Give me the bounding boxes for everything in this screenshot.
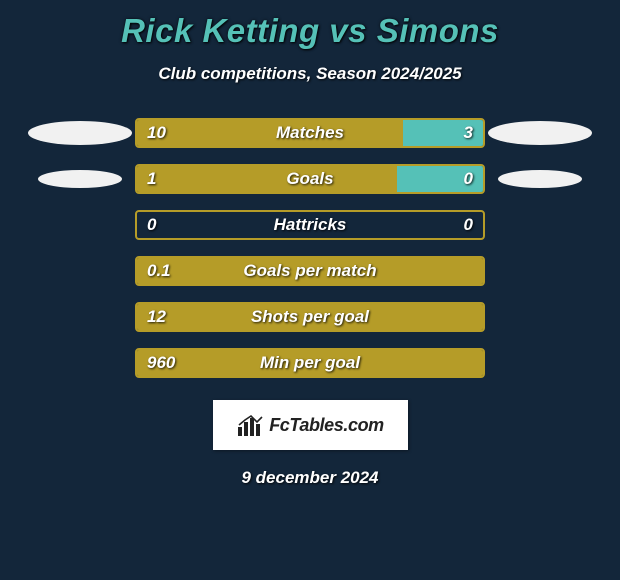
stat-left-value: 960 <box>147 350 175 376</box>
stat-bar: 12Shots per goal <box>135 302 485 332</box>
avatar-left-slot <box>25 110 135 156</box>
stat-right-value: 0 <box>464 166 473 192</box>
avatar-right-slot <box>485 156 595 202</box>
stat-right-value: 3 <box>464 120 473 146</box>
comparison-card: Rick Ketting vs Simons Club competitions… <box>0 0 620 580</box>
stat-bar: 960Min per goal <box>135 348 485 378</box>
bar-left-segment <box>137 350 483 376</box>
stat-row: 00Hattricks <box>0 202 620 248</box>
stat-left-value: 1 <box>147 166 156 192</box>
stat-left-value: 12 <box>147 304 166 330</box>
player-right-name: Simons <box>377 12 499 49</box>
stat-bar: 103Matches <box>135 118 485 148</box>
footer-date: 9 december 2024 <box>0 468 620 488</box>
avatar-left-slot <box>25 156 135 202</box>
stat-bar: 0.1Goals per match <box>135 256 485 286</box>
stat-row: 103Matches <box>0 110 620 156</box>
stat-bar: 00Hattricks <box>135 210 485 240</box>
avatar-left-slot <box>25 294 135 340</box>
player-left-name: Rick Ketting <box>121 12 320 49</box>
stat-row: 960Min per goal <box>0 340 620 386</box>
avatar-placeholder-icon <box>28 121 132 145</box>
stat-left-value: 10 <box>147 120 166 146</box>
avatar-left-slot <box>25 248 135 294</box>
avatar-right-slot <box>485 202 595 248</box>
brand-chart-icon <box>236 412 264 438</box>
title-vs: vs <box>329 12 367 49</box>
avatar-right-slot <box>485 110 595 156</box>
stats-container: 103Matches10Goals00Hattricks0.1Goals per… <box>0 110 620 386</box>
brand-name: FcTables.com <box>269 415 384 436</box>
avatar-right-slot <box>485 340 595 386</box>
stat-row: 12Shots per goal <box>0 294 620 340</box>
card-title: Rick Ketting vs Simons <box>0 0 620 50</box>
avatar-right-slot <box>485 294 595 340</box>
card-subtitle: Club competitions, Season 2024/2025 <box>0 64 620 84</box>
stat-row: 10Goals <box>0 156 620 202</box>
avatar-left-slot <box>25 340 135 386</box>
bar-left-segment <box>137 166 397 192</box>
bar-left-segment <box>137 120 403 146</box>
bar-right-segment <box>137 212 483 238</box>
stat-left-value: 0.1 <box>147 258 171 284</box>
stat-row: 0.1Goals per match <box>0 248 620 294</box>
avatar-left-slot <box>25 202 135 248</box>
avatar-placeholder-icon <box>488 121 592 145</box>
brand-badge: FcTables.com <box>213 400 408 450</box>
avatar-placeholder-icon <box>498 170 582 188</box>
avatar-placeholder-icon <box>38 170 122 188</box>
stat-right-value: 0 <box>464 212 473 238</box>
stat-left-value: 0 <box>147 212 156 238</box>
bar-left-segment <box>137 304 483 330</box>
bar-left-segment <box>137 258 483 284</box>
avatar-right-slot <box>485 248 595 294</box>
stat-bar: 10Goals <box>135 164 485 194</box>
